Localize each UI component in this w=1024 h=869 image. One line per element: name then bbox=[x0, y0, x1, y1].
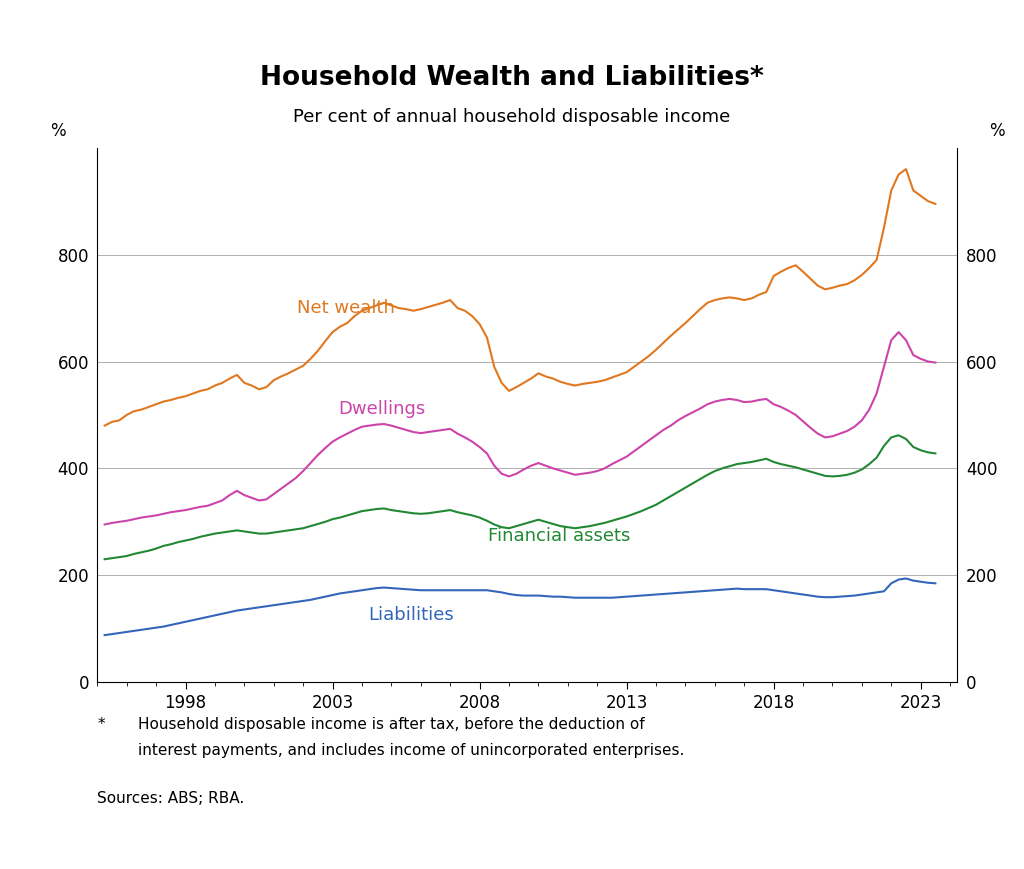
Text: Net wealth: Net wealth bbox=[297, 300, 395, 317]
Text: Liabilities: Liabilities bbox=[368, 607, 454, 624]
Text: *: * bbox=[97, 717, 104, 732]
Text: Dwellings: Dwellings bbox=[338, 400, 426, 418]
Text: Per cent of annual household disposable income: Per cent of annual household disposable … bbox=[293, 108, 731, 126]
Text: Household disposable income is after tax, before the deduction of: Household disposable income is after tax… bbox=[138, 717, 645, 732]
Text: Financial assets: Financial assets bbox=[488, 527, 631, 545]
Text: %: % bbox=[50, 122, 66, 140]
Text: interest payments, and includes income of unincorporated enterprises.: interest payments, and includes income o… bbox=[138, 743, 685, 758]
Text: Household Wealth and Liabilities*: Household Wealth and Liabilities* bbox=[260, 65, 764, 91]
Text: Sources: ABS; RBA.: Sources: ABS; RBA. bbox=[97, 791, 245, 806]
Text: %: % bbox=[989, 122, 1005, 140]
